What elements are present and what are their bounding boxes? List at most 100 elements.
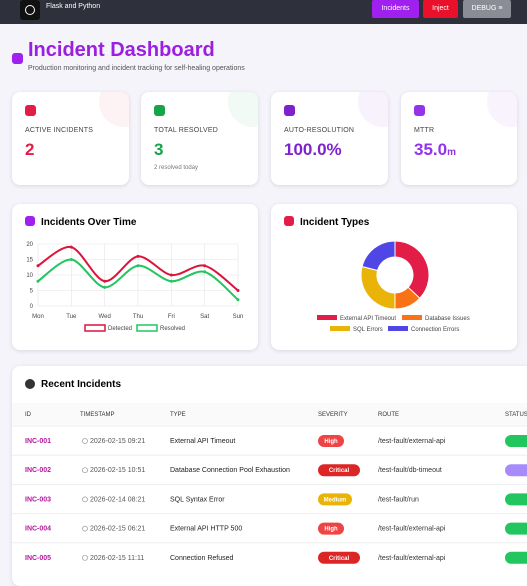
line-chart-card: [12, 204, 258, 350]
point: [69, 258, 73, 261]
point: [169, 279, 173, 283]
stat-value: 100.0%: [284, 140, 342, 159]
y-tick-label: 20: [26, 242, 33, 248]
route: /test-fault/external-api: [378, 526, 446, 533]
stat-deco: [358, 92, 388, 127]
status-badge: [505, 493, 527, 506]
column-header: ROUTE: [378, 412, 399, 418]
stat-label: MTTR: [414, 127, 435, 134]
point: [203, 264, 207, 268]
stat-icon: [25, 105, 36, 116]
stat-label: ACTIVE INCIDENTS: [25, 127, 94, 134]
point: [136, 264, 140, 268]
overlay: Incidents Over Time 0 5 10 15 20 Mon Tue Wed Thu F…: [12, 216, 527, 564]
column-header: TYPE: [170, 412, 186, 418]
nav-button[interactable]: Inject: [423, 0, 458, 18]
slice: [360, 265, 396, 310]
incident-type: Connection Refused: [170, 555, 234, 562]
legend-label: External API Timeout: [340, 316, 396, 322]
clock-icon: [82, 496, 88, 503]
stat-label: TOTAL RESOLVED: [154, 127, 219, 134]
legend-label: Database Issues: [425, 316, 470, 322]
title-icon: [25, 216, 35, 226]
title-icon: [284, 216, 294, 226]
legend-swatch: [317, 315, 337, 320]
clock-icon: [82, 467, 88, 474]
clock-icon: [82, 554, 88, 561]
stat-deco: [228, 92, 258, 127]
chart-title: Incident Types: [300, 217, 370, 228]
severity-badge: [318, 464, 360, 477]
x-tick-label: Sat: [200, 314, 209, 320]
route: /test-fault/external-api: [378, 555, 446, 562]
clock-icon: [82, 525, 88, 532]
timestamp: 2026-02-14 08:21: [90, 496, 145, 503]
stat-unit: m: [447, 147, 456, 158]
point: [103, 285, 107, 289]
title-icon: [25, 379, 35, 389]
point: [236, 289, 240, 292]
logo: [20, 0, 40, 20]
legend-label: Resolved: [160, 326, 185, 332]
point: [69, 245, 73, 249]
legend-swatch: [84, 324, 106, 332]
legend-label: Connection Errors: [411, 327, 459, 333]
incident-id: INC-005: [25, 555, 51, 562]
column-header: ID: [25, 412, 32, 418]
stat-deco: [99, 92, 129, 127]
incident-id: INC-002: [25, 467, 51, 474]
y-tick-label: 0: [30, 304, 34, 310]
slice: [394, 240, 430, 299]
status-badge: [505, 551, 527, 564]
legend-label: SQL Errors: [353, 327, 383, 333]
legend-swatch: [388, 326, 408, 331]
y-tick-label: 15: [26, 258, 33, 264]
legend-label: Detected: [108, 326, 132, 332]
severity: Medium: [324, 497, 347, 503]
x-tick-label: Mon: [32, 314, 44, 320]
nav-button[interactable]: DEBUG ≡: [463, 0, 511, 18]
route: /test-fault/external-api: [378, 438, 446, 445]
column-header: STATUS: [505, 412, 527, 418]
nav-button[interactable]: Incidents: [372, 0, 419, 18]
x-tick-label: Fri: [168, 314, 175, 320]
table-card: [12, 366, 527, 586]
route: /test-fault/db-timeout: [378, 467, 442, 474]
x-tick-label: Wed: [99, 314, 111, 320]
stat-value: 35.0m: [414, 140, 456, 159]
y-tick-label: 10: [26, 273, 33, 279]
logo-icon: [25, 5, 35, 15]
stat-card: AUTO-RESOLUTION 100.0%: [271, 92, 388, 185]
status-badge: [505, 522, 527, 535]
point: [203, 270, 207, 274]
table-title: Recent Incidents: [41, 379, 121, 390]
brand: Flask and Python: [46, 3, 101, 10]
incident-id: INC-004: [25, 526, 51, 533]
y-tick-label: 5: [30, 289, 34, 295]
x-tick-label: Sun: [233, 314, 244, 320]
stat-value: 2: [25, 140, 35, 159]
stat-card: MTTR 35.0m: [401, 92, 517, 185]
stat-label: AUTO-RESOLUTION: [284, 127, 355, 134]
status-badge: [505, 435, 527, 447]
header-icon: [12, 53, 23, 64]
incident-id: INC-003: [25, 496, 51, 503]
point: [36, 264, 40, 268]
point: [136, 254, 140, 258]
stat-value: 3: [154, 140, 164, 159]
page-subtitle: Production monitoring and incident track…: [28, 65, 245, 72]
x-tick-label: Tue: [66, 314, 77, 320]
timestamp: 2026-02-15 09:21: [90, 438, 145, 445]
slice: [361, 240, 396, 272]
legend-swatch: [136, 324, 158, 332]
stat-note: 2 resolved today: [154, 165, 199, 171]
point: [169, 273, 173, 277]
status-badge: [505, 464, 527, 477]
severity-badge: [318, 435, 344, 447]
route: /test-fault/run: [378, 496, 419, 503]
pie-chart-card: [271, 204, 517, 350]
stat-card: ACTIVE INCIDENTS 2: [12, 92, 129, 185]
column-header: TIMESTAMP: [80, 412, 115, 418]
severity-badge: [318, 493, 352, 506]
stat-deco: [487, 92, 517, 127]
